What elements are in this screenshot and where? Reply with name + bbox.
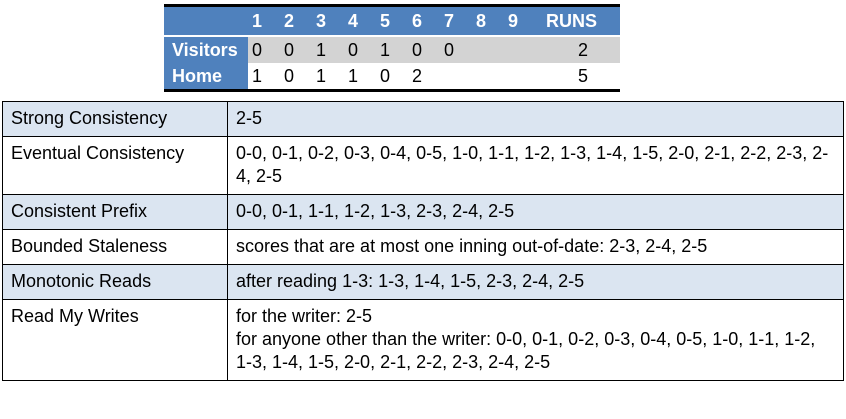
guarantee-name: Read My Writes xyxy=(2,299,228,381)
possible-results: 0-0, 0-1, 1-1, 1-2, 1-3, 2-3, 2-4, 2-5 xyxy=(227,194,844,230)
scoreboard: 1 2 3 4 5 6 7 8 9 RUNS Visitors 0 0 1 0 … xyxy=(164,4,620,92)
scoreboard-row-home: Home 1 0 1 1 0 2 5 xyxy=(164,63,620,89)
team-name: Home xyxy=(164,63,248,89)
table-row: Consistent Prefix 0-0, 0-1, 1-1, 1-2, 1-… xyxy=(2,194,844,230)
inning-score: 1 xyxy=(316,65,327,86)
inning-header: 8 xyxy=(476,10,487,31)
inning-header: 6 xyxy=(412,10,423,31)
inning-score: 1 xyxy=(380,39,391,60)
possible-results: scores that are at most one inning out-o… xyxy=(227,229,844,265)
result-line: after reading 1-3: 1-3, 1-4, 1-5, 2-3, 2… xyxy=(236,271,585,291)
inning-score: 0 xyxy=(284,39,295,60)
inning-header: 1 xyxy=(252,10,263,31)
inning-header: 5 xyxy=(380,10,391,31)
result-line: for the writer: 2-5 xyxy=(236,306,373,326)
result-line: scores that are at most one inning out-o… xyxy=(236,236,708,256)
possible-results: 2-5 xyxy=(227,101,844,137)
inning-header: 3 xyxy=(316,10,327,31)
inning-score: 0 xyxy=(444,39,455,60)
inning-score: 1 xyxy=(316,39,327,60)
guarantee-name: Bounded Staleness xyxy=(2,229,228,265)
possible-results: 0-0, 0-1, 0-2, 0-3, 0-4, 0-5, 1-0, 1-1, … xyxy=(227,136,844,195)
team-name: Visitors xyxy=(164,37,248,63)
inning-score: 1 xyxy=(252,65,263,86)
scoreboard-row-visitors: Visitors 0 0 1 0 1 0 0 2 xyxy=(164,37,620,63)
inning-score: 2 xyxy=(412,65,423,86)
table-row: Eventual Consistency 0-0, 0-1, 0-2, 0-3,… xyxy=(2,136,844,195)
inning-score: 0 xyxy=(284,65,295,86)
table-row: Bounded Staleness scores that are at mos… xyxy=(2,229,844,265)
scoreboard-header: 1 2 3 4 5 6 7 8 9 RUNS xyxy=(164,7,620,37)
result-line: 0-0, 0-1, 1-1, 1-2, 1-3, 2-3, 2-4, 2-5 xyxy=(236,201,515,221)
total-runs: 2 xyxy=(577,39,588,60)
guarantee-name: Eventual Consistency xyxy=(2,136,228,195)
guarantee-name: Strong Consistency xyxy=(2,101,228,137)
guarantee-name: Consistent Prefix xyxy=(2,194,228,230)
scoreboard-header-team xyxy=(164,7,248,35)
inning-score: 0 xyxy=(252,39,263,60)
inning-score: 1 xyxy=(348,65,359,86)
inning-header: 9 xyxy=(508,10,519,31)
runs-header: RUNS xyxy=(546,10,598,31)
inning-score: 0 xyxy=(348,39,359,60)
table-row: Monotonic Reads after reading 1-3: 1-3, … xyxy=(2,264,844,300)
possible-results: for the writer: 2-5 for anyone other tha… xyxy=(227,299,844,381)
table-row: Read My Writes for the writer: 2-5 for a… xyxy=(2,299,844,381)
inning-score: 0 xyxy=(412,39,423,60)
consistency-table: Strong Consistency 2-5 Eventual Consiste… xyxy=(2,101,844,381)
total-runs: 5 xyxy=(577,65,588,86)
result-line: 2-5 xyxy=(236,108,263,128)
result-line: for anyone other than the writer: 0-0, 0… xyxy=(236,329,816,372)
inning-header: 4 xyxy=(348,10,359,31)
inning-header: 2 xyxy=(284,10,295,31)
guarantee-name: Monotonic Reads xyxy=(2,264,228,300)
result-line: 0-0, 0-1, 0-2, 0-3, 0-4, 0-5, 1-0, 1-1, … xyxy=(236,143,829,186)
inning-score: 0 xyxy=(380,65,391,86)
inning-header: 7 xyxy=(444,10,455,31)
possible-results: after reading 1-3: 1-3, 1-4, 1-5, 2-3, 2… xyxy=(227,264,844,300)
table-row: Strong Consistency 2-5 xyxy=(2,101,844,137)
